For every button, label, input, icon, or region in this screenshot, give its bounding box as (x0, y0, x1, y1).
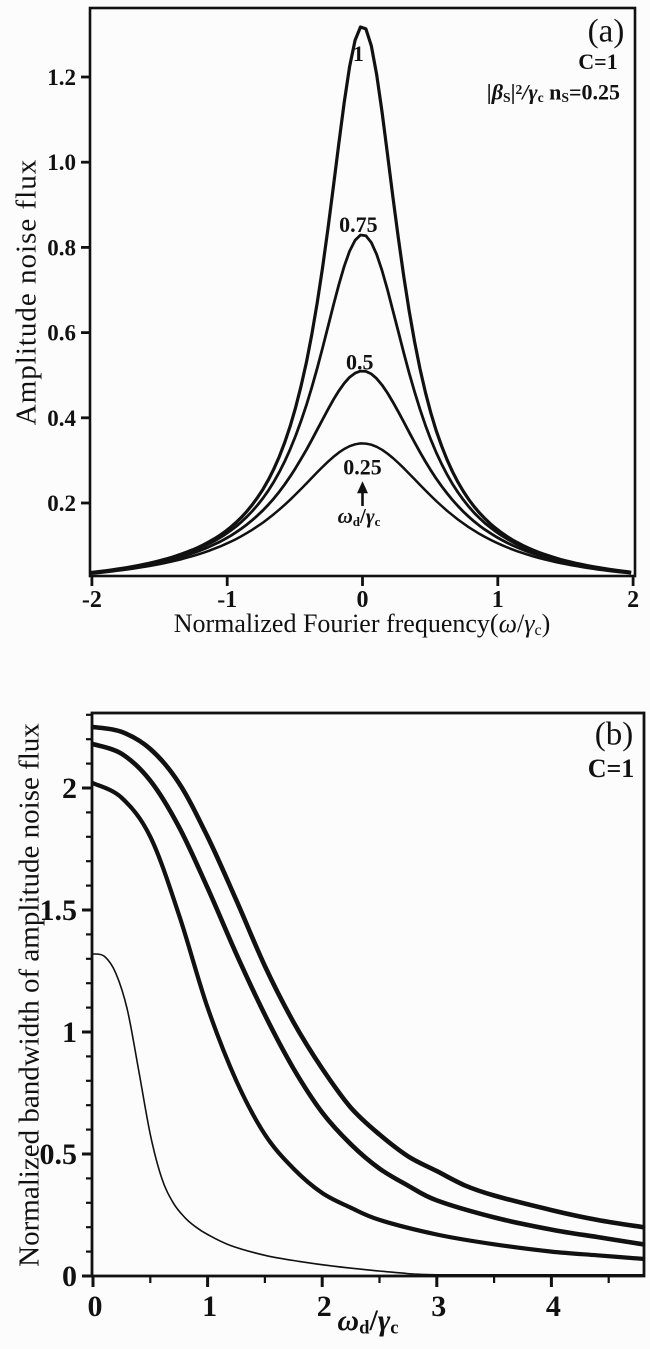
panel-a-y-axis-title: Amplitude noise flux (10, 158, 43, 426)
panel-b-x-axis-title: ωd/γc (337, 1303, 399, 1339)
panel-a-curve-0.75 (89, 233, 632, 575)
chart-annotations: 1 0.75 0.5 0.25 (339, 41, 382, 506)
panel-a-c-annotation: C=1 (578, 49, 618, 74)
axis-ticks (81, 75, 635, 1287)
panel-b-curve-outer-thick (90, 724, 646, 1230)
panel-b-curve-thin (92, 953, 644, 1276)
panel-b-x-tick-label: 3 (431, 1290, 446, 1323)
panel-a-y-tick-label: 1.0 (47, 150, 76, 175)
omega-d-arrow-head (357, 481, 368, 494)
panel-b-c-annotation: C=1 (587, 754, 635, 783)
panel-a-y-tick-label: 0.4 (47, 406, 76, 431)
panel-b-curve-inner-thick (90, 781, 646, 1261)
panel-b-y-tick-label: 0.5 (40, 1138, 78, 1171)
panel-a-curve-label-0.25: 0.25 (343, 454, 382, 479)
panel-a-curve-0.5 (89, 369, 632, 575)
panel-a-y-tick-label: 0.6 (47, 321, 76, 346)
panel-b-y-tick-label: 0 (62, 1260, 77, 1293)
panel-a-arrow-label: ωd/γc (337, 504, 381, 529)
panel-a-curve-label-1: 1 (353, 41, 364, 66)
panel-a-x-tick-label: -2 (82, 587, 102, 613)
panel-a-beta-annotation: |βS|2/γc nS=0.25 (486, 79, 620, 106)
panel-a-x-tick-label: -1 (217, 587, 237, 613)
panel-a-y-tick-label: 1.2 (47, 65, 76, 90)
panel-a-x-tick-label: 2 (627, 587, 639, 613)
panel-b-y-tick-label: 1.5 (40, 894, 78, 927)
panel-a-y-tick-label: 0.8 (47, 235, 76, 260)
panel-b-y-axis-title: Normalized bandwidth of amplitude noise … (13, 723, 46, 1267)
panel-a-x-tick-label: 0 (357, 587, 369, 613)
panel-a-curve-label-0.75: 0.75 (339, 212, 378, 237)
panel-a-x-axis-title: Normalized Fourier frequency(ω/γc) (173, 608, 551, 640)
panel-a-y-tick-label: 0.2 (47, 491, 76, 516)
panel-b-x-tick-label: 4 (546, 1290, 561, 1323)
panel-a-x-tick-label: 1 (492, 587, 504, 613)
panel-a-curve-label-0.5: 0.5 (346, 350, 374, 375)
plot-frames (88, 6, 646, 1278)
panel-b-curve-middle-thick (90, 741, 646, 1247)
panel-a-curve-0.25 (89, 442, 632, 576)
panel-b-y-tick-label: 2 (62, 772, 77, 805)
panel-a-tag: (a) (587, 13, 625, 50)
data-curves (89, 25, 646, 1276)
panel-b-frame (90, 711, 646, 1278)
panel-b-x-tick-label: 2 (317, 1290, 332, 1323)
panel-b-y-tick-label: 1 (62, 1016, 77, 1049)
panel-b-tag: (b) (594, 716, 634, 753)
panel-b-x-tick-label: 0 (88, 1290, 103, 1323)
axis-tick-labels: -2 -1 0 1 2 0.2 0.4 0.6 0.8 1.0 1.2 0 1 2 3 4 0 0.5 1 1.5 2 (40, 65, 640, 1323)
panel-b-x-tick-label: 1 (202, 1290, 217, 1323)
